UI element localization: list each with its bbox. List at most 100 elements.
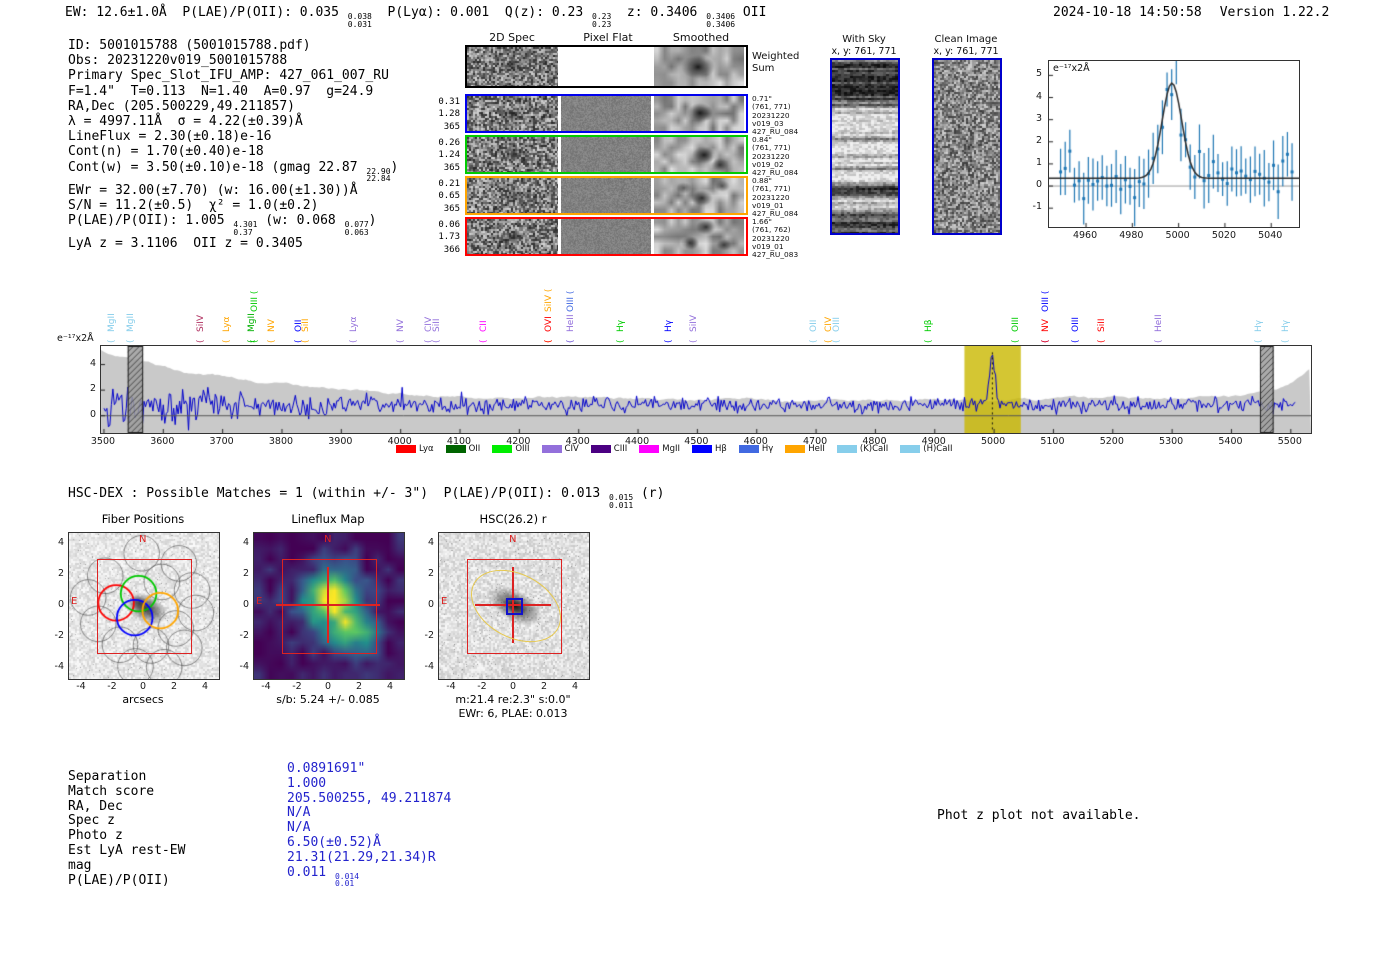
cutout-row: [465, 176, 748, 215]
legend-label: Hβ: [715, 444, 727, 454]
info-line: Obs: 20231220v019_5001015788: [68, 53, 288, 69]
panel-xlabel: s/b: 5.24 +/- 0.085: [276, 693, 380, 706]
cutout-col-header: Pixel Flat: [583, 31, 633, 44]
y-tick-label: 1: [1035, 156, 1042, 168]
line-marker-label: SiIV: [688, 314, 699, 332]
crosshair-vertical: [327, 567, 329, 643]
north-label: N: [324, 534, 332, 545]
extraction-box: [281, 558, 377, 654]
line-marker-label: Hγ: [664, 319, 675, 332]
report-version: Version 1.22.2: [1219, 5, 1330, 20]
line-marker-label: OIII (: [249, 290, 260, 312]
legend-label: CIII: [613, 444, 628, 454]
line-marker-label: OIII: [831, 316, 842, 332]
legend-label: Lyα: [419, 444, 434, 454]
line-marker-label: MgII: [246, 313, 257, 332]
photz-unavailable-notice: Phot z plot not available.: [937, 808, 1141, 823]
legend-swatch: [738, 445, 759, 453]
line-marker-bracket: (: [267, 339, 278, 343]
match-row-value: 0.011 0.014 0.01: [287, 864, 360, 889]
cutout-row: [465, 135, 748, 174]
line-marker-bracket: (: [688, 339, 699, 343]
cutout-right-labels: 0.84" (761, 771) 20231220 v019_02 427_RU_084: [752, 135, 799, 178]
line-marker-label: HeII: [566, 314, 577, 332]
legend-item: CIII: [590, 444, 628, 454]
x-tick-label: 5200: [1099, 436, 1124, 447]
x-tick-label: 4000: [387, 436, 412, 447]
line-marker-label: MgII: [125, 313, 136, 332]
x-tick-label: 4300: [565, 436, 590, 447]
legend-swatch: [785, 445, 806, 453]
line-marker-label: Hγ: [1280, 319, 1291, 332]
line-marker-label: SiII: [300, 318, 311, 332]
fiber-positions-image: [68, 532, 220, 680]
line-marker-label: Lyα: [348, 316, 359, 332]
y-tick-label: 0: [89, 408, 96, 420]
y-tick-label: 4: [427, 537, 434, 548]
header-summary-line: EW: 12.6±1.0Å P(LAE)/P(OII): 0.035 0.038…: [65, 5, 767, 29]
line-marker-label: OVI: [544, 316, 555, 332]
legend-swatch: [396, 445, 416, 453]
y-tick-label: 2: [89, 383, 96, 395]
match-row-value: 21.31(21.29,21.34)R: [287, 849, 436, 865]
info-line: Primary Spec_Slot_IFU_AMP: 427_061_007_R…: [68, 68, 389, 84]
y-tick-label: 2: [242, 568, 249, 579]
withsky-image: [832, 60, 898, 233]
legend-item: OII: [445, 444, 480, 454]
legend-item: MgII: [639, 444, 680, 454]
line-marker-label: OIII: [1070, 316, 1081, 332]
match-row-label: Spec z: [68, 813, 115, 829]
east-label: E: [256, 596, 263, 607]
legend-swatch: [639, 445, 660, 453]
line-marker-label: Hβ: [923, 319, 934, 332]
pixelflat-image: [561, 178, 651, 213]
cleanimage-image: [934, 60, 1000, 233]
legend-swatch: [900, 445, 921, 453]
y-tick-label: 4: [1035, 90, 1042, 102]
match-row-label: Est LyA rest-EW: [68, 842, 186, 858]
legend-swatch: [836, 445, 857, 453]
x-tick-label: 3700: [209, 436, 234, 447]
legend-item: HeII: [785, 444, 825, 454]
match-row-label: Separation: [68, 769, 147, 784]
line-marker-bracket: (: [1253, 339, 1264, 343]
line-marker-bracket: (: [478, 339, 489, 343]
legend-swatch: [541, 445, 562, 453]
x-tick-label: -2: [477, 681, 487, 692]
x-tick-label: 0: [324, 681, 332, 692]
x-tick-label: -2: [292, 681, 302, 692]
line-marker-label: OIII (: [566, 290, 577, 312]
legend-item: (H)CaII: [900, 444, 952, 454]
x-tick-label: 4600: [743, 436, 768, 447]
line-marker-bracket: (: [432, 339, 442, 343]
north-label: N: [139, 534, 147, 545]
line-marker-bracket: (: [808, 339, 819, 343]
report-datetime: 2024-10-18 14:50:58: [1053, 5, 1202, 20]
info-line: S/N = 11.2(±0.5) χ² = 1.0(±0.2): [68, 198, 319, 214]
match-row-label: RA, Dec: [68, 798, 123, 814]
pixelflat-image: [561, 96, 651, 131]
smoothed-image: [654, 47, 744, 86]
cutout-right-labels: Weighted Sum: [752, 51, 800, 74]
cutout-row: [465, 45, 748, 88]
x-tick-label: 3800: [268, 436, 294, 447]
pixelflat-image: [561, 219, 651, 254]
spec2d-image: [467, 219, 558, 254]
line-marker-label: SiIV: [195, 314, 206, 332]
cleanimage-image-frame: [932, 58, 1002, 235]
line-marker-label: SiII: [432, 318, 442, 332]
legend-swatch: [590, 445, 611, 453]
line-marker-bracket: (: [1096, 339, 1107, 343]
line-marker-label: NV: [267, 319, 278, 332]
match-row-value: N/A: [287, 805, 311, 821]
x-tick-label: 5000: [981, 436, 1006, 447]
cutout-left-labels: 0.31 1.28 365: [438, 97, 460, 132]
line-marker-bracket: (: [195, 339, 206, 343]
extraction-box: [96, 558, 192, 654]
x-tick-label: -4: [446, 681, 456, 692]
x-tick-label: 0: [139, 681, 147, 692]
y-tick-label: -2: [54, 630, 64, 641]
smoothed-image: [654, 219, 744, 254]
x-tick-label: 4500: [684, 436, 709, 447]
info-line: LineFlux = 2.30(±0.18)e-16: [68, 129, 272, 145]
